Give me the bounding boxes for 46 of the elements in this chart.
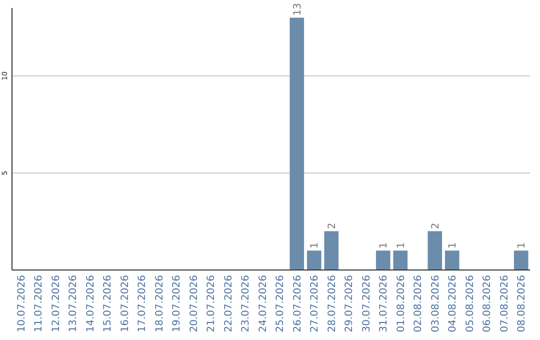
x-tick-label: 10.07.2026	[16, 275, 28, 332]
data-label: 1	[396, 242, 407, 249]
x-tick-label: 20.07.2026	[188, 275, 200, 332]
x-tick-label: 30.07.2026	[361, 275, 372, 332]
bar	[444, 250, 460, 270]
x-tick-label: 03.08.2026	[430, 275, 442, 332]
x-tick-label: 25.07.2026	[275, 275, 286, 332]
x-tick-label: 17.07.2026	[137, 275, 148, 332]
data-label: 1	[448, 242, 459, 249]
x-tick-label: 16.07.2026	[120, 275, 131, 332]
x-tick-label: 28.07.2026	[326, 275, 338, 332]
bar	[428, 231, 442, 270]
x-tick-label: 06.08.2026	[482, 275, 494, 332]
data-label: 1	[516, 242, 528, 249]
x-tick-label: 13.07.2026	[68, 275, 80, 332]
data-label: 1	[310, 242, 321, 249]
bar	[290, 18, 304, 270]
x-tick-label: 22.07.2026	[223, 275, 234, 332]
x-tick-label: 05.08.2026	[464, 275, 476, 332]
x-tick-label: 18.07.2026	[154, 275, 166, 332]
x-tick-label: 21.07.2026	[206, 275, 218, 332]
x-tick-label: 24.07.2026	[258, 275, 269, 332]
x-tick-label: 19.07.2026	[172, 275, 183, 332]
x-tick-label: 27.07.2026	[310, 275, 321, 332]
bar	[514, 250, 528, 270]
data-label: 13	[292, 2, 304, 16]
bar	[393, 250, 408, 270]
bar	[306, 250, 322, 270]
bar	[324, 231, 339, 270]
x-tick-label: 12.07.2026	[50, 275, 62, 332]
x-tick-label: 14.07.2026	[85, 275, 96, 332]
x-tick-label: 01.08.2026	[396, 275, 407, 332]
x-tick-label: 08.08.2026	[516, 275, 528, 332]
data-label: 2	[326, 222, 338, 230]
x-tick-label: 15.07.2026	[102, 275, 114, 332]
data-label: 2	[430, 222, 442, 230]
data-label: 1	[378, 242, 390, 249]
x-tick-label: 23.07.2026	[240, 275, 252, 332]
x-tick-label: 11.07.2026	[34, 275, 45, 332]
x-tick-label: 07.08.2026	[499, 275, 510, 332]
x-tick-label: 26.07.2026	[292, 275, 304, 332]
x-tick-label: 31.07.2026	[378, 275, 390, 332]
x-tick-label: 02.08.2026	[413, 275, 424, 332]
x-tick-label: 29.07.2026	[344, 275, 356, 332]
x-tick-label: 04.08.2026	[448, 275, 459, 332]
bar	[376, 250, 390, 270]
